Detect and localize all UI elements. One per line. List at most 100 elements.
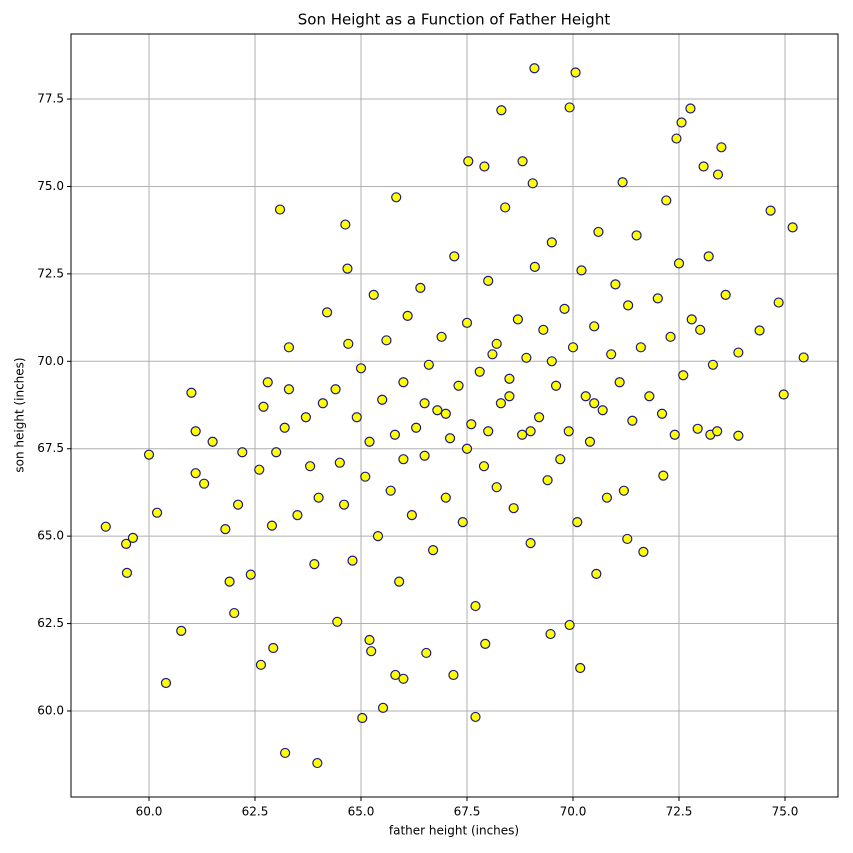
point <box>402 310 413 321</box>
point <box>220 524 231 535</box>
point <box>279 422 290 433</box>
point <box>487 349 498 360</box>
point <box>457 517 468 528</box>
point <box>617 177 628 188</box>
point <box>580 391 591 402</box>
point <box>572 517 583 528</box>
point <box>190 468 201 479</box>
point <box>778 389 789 400</box>
point <box>390 669 401 681</box>
point <box>601 492 613 503</box>
point <box>229 607 240 619</box>
point <box>525 538 536 549</box>
point <box>340 219 351 230</box>
point <box>517 429 528 440</box>
point <box>584 436 596 447</box>
point <box>292 510 303 521</box>
x-axis-label: father height (inches) <box>389 824 519 838</box>
point <box>527 178 538 189</box>
point <box>444 433 456 444</box>
point <box>266 520 278 531</box>
point <box>224 576 235 587</box>
point <box>342 263 353 274</box>
point <box>483 426 494 437</box>
points <box>100 63 809 769</box>
point <box>398 454 409 465</box>
point <box>720 289 731 300</box>
point <box>160 677 172 689</box>
point <box>678 370 689 381</box>
point <box>480 638 491 649</box>
point <box>271 447 282 458</box>
point <box>623 300 634 311</box>
point <box>698 161 709 172</box>
point <box>610 279 621 290</box>
point <box>546 237 557 248</box>
point <box>283 342 295 353</box>
point <box>576 265 587 276</box>
point <box>364 634 375 646</box>
point <box>423 359 434 370</box>
point <box>652 293 663 304</box>
point <box>461 443 473 454</box>
point <box>491 482 502 493</box>
point <box>665 331 676 342</box>
point <box>330 384 341 395</box>
point <box>656 408 668 419</box>
point <box>389 429 401 440</box>
point <box>589 321 600 332</box>
point <box>419 398 430 409</box>
point <box>262 377 273 388</box>
point <box>567 342 579 353</box>
y-tick-label: 62.5 <box>37 616 64 630</box>
point <box>421 647 432 659</box>
point <box>385 485 396 496</box>
point <box>343 338 354 349</box>
y-tick-label: 75.0 <box>37 179 64 193</box>
point <box>597 405 608 416</box>
point <box>449 251 460 262</box>
point <box>695 324 706 335</box>
point <box>453 380 464 391</box>
point <box>496 105 507 116</box>
point <box>377 394 388 405</box>
point <box>712 426 723 437</box>
point <box>589 398 600 409</box>
point <box>529 261 540 272</box>
point <box>100 521 111 532</box>
point <box>563 426 574 437</box>
point <box>500 202 511 213</box>
point <box>151 507 163 518</box>
y-tick-label: 65.0 <box>37 529 64 543</box>
point <box>627 415 638 426</box>
y-tick-label: 77.5 <box>37 92 64 106</box>
point <box>309 559 320 570</box>
point <box>360 471 371 482</box>
point <box>305 461 316 472</box>
point <box>274 204 286 215</box>
x-tick-label: 72.5 <box>666 805 693 819</box>
point <box>411 422 422 433</box>
point <box>283 384 295 395</box>
point <box>321 307 333 318</box>
point <box>199 478 210 489</box>
point <box>483 275 494 286</box>
point <box>415 282 426 293</box>
point <box>661 195 672 206</box>
point <box>432 405 443 416</box>
point <box>436 331 447 342</box>
point <box>593 226 604 238</box>
point <box>377 702 389 713</box>
x-tick-label: 75.0 <box>772 805 799 819</box>
point <box>381 335 392 346</box>
point <box>671 133 682 144</box>
y-tick-label: 72.5 <box>37 266 64 280</box>
point <box>692 423 703 434</box>
point <box>591 568 602 580</box>
point <box>550 380 562 391</box>
point <box>300 412 311 423</box>
point <box>555 454 566 465</box>
point <box>143 449 155 460</box>
x-tick-label: 62.5 <box>242 805 269 819</box>
